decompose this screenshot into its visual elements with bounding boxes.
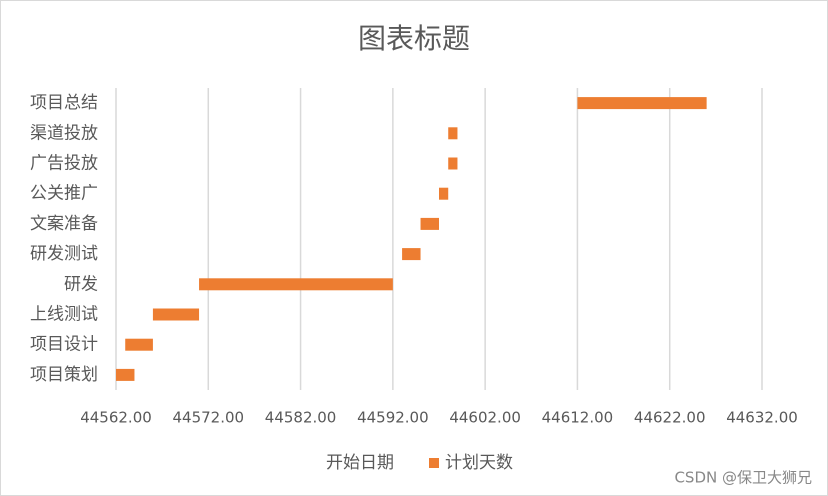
x-tick-label: 44572.00 [172, 409, 244, 427]
x-tick-label: 44602.00 [449, 409, 521, 427]
duration-bar [577, 97, 707, 110]
duration-bar [448, 127, 458, 140]
legend-swatch [429, 458, 439, 468]
y-tick-label: 项目设计 [30, 335, 98, 355]
y-tick-label: 公关推广 [30, 184, 98, 204]
watermark: CSDN @保卫大狮兄 [674, 469, 812, 487]
duration-bar [402, 248, 421, 261]
y-tick-label: 文案准备 [30, 214, 98, 234]
duration-bar [439, 187, 449, 200]
duration-bar [199, 278, 393, 291]
y-tick-label: 研发 [64, 274, 98, 294]
duration-bar [125, 338, 153, 351]
x-tick-label: 44582.00 [265, 409, 337, 427]
x-tick-label: 44562.00 [80, 409, 152, 427]
y-tick-label: 项目总结 [30, 93, 98, 113]
x-tick-label: 44632.00 [726, 409, 798, 427]
duration-bar [420, 217, 439, 230]
x-tick-label: 44612.00 [542, 409, 614, 427]
y-tick-label: 渠道投放 [30, 123, 98, 143]
x-tick-label: 44622.00 [634, 409, 706, 427]
y-tick-label: 研发测试 [30, 244, 98, 264]
legend-label: 计划天数 [445, 453, 513, 473]
y-tick-label: 项目策划 [30, 365, 98, 385]
y-tick-label: 广告投放 [30, 154, 98, 174]
duration-bar [116, 368, 135, 381]
x-tick-label: 44592.00 [357, 409, 429, 427]
duration-bar [152, 308, 200, 321]
chart-title: 图表标题 [358, 22, 470, 55]
y-tick-label: 上线测试 [30, 305, 98, 325]
duration-bar [448, 157, 458, 170]
legend-label: 开始日期 [326, 453, 394, 473]
